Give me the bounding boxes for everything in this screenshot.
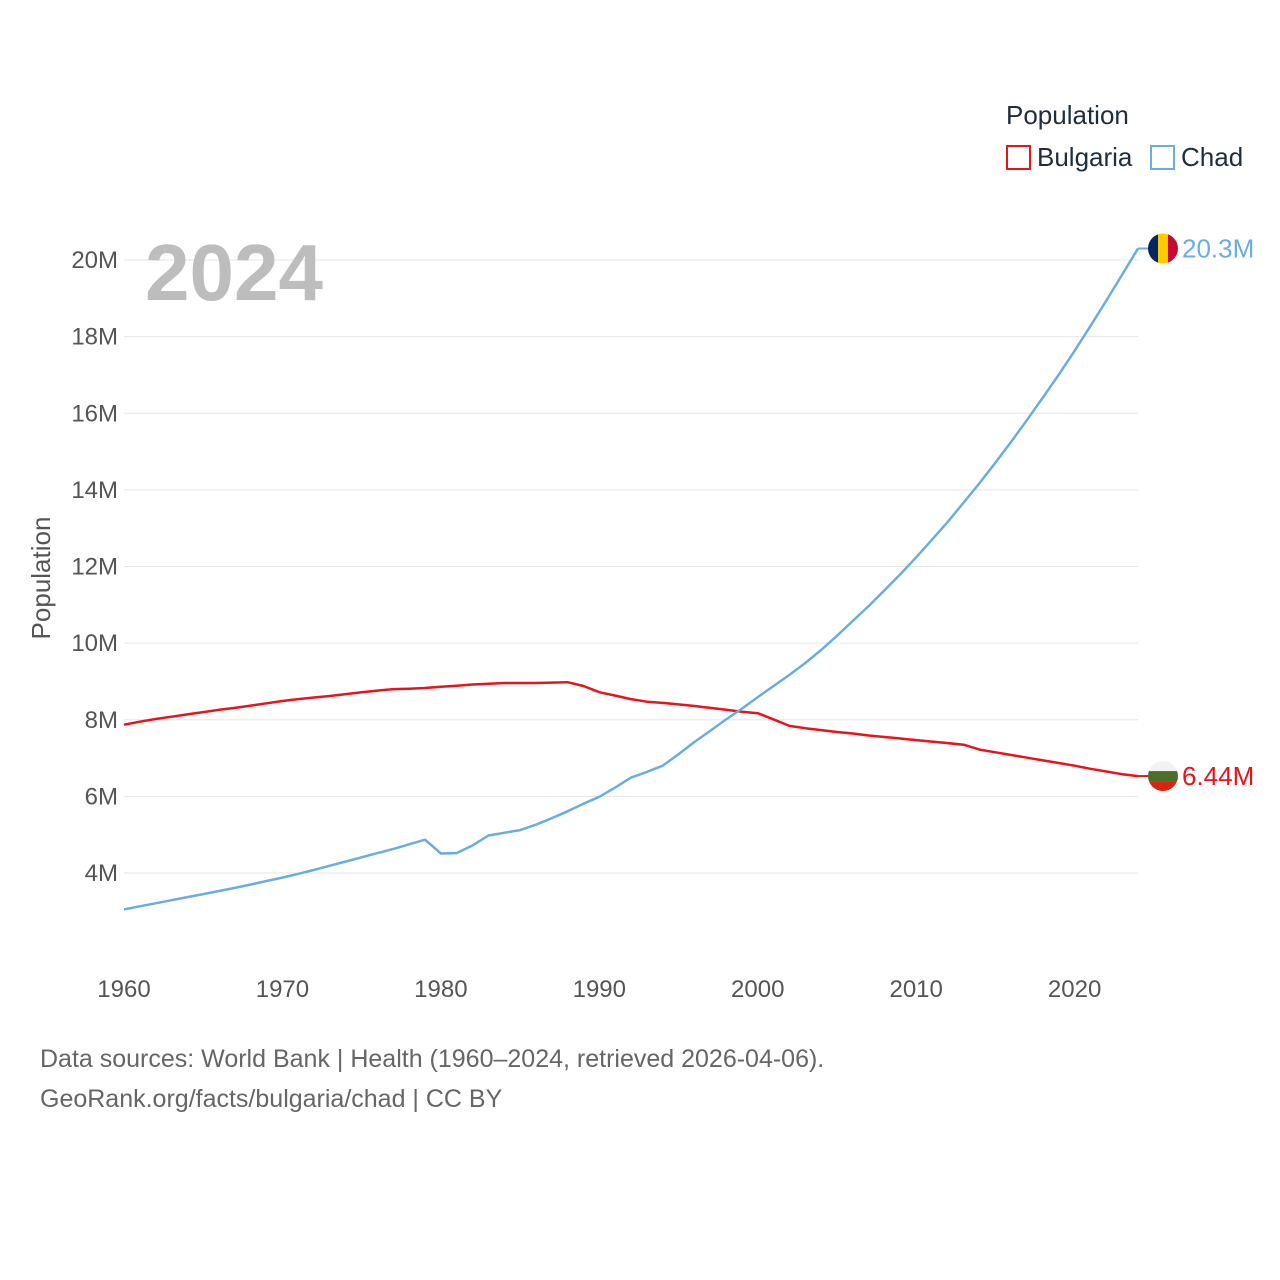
end-markers: 6.44M 20.3M xyxy=(1138,233,1254,792)
series-lines xyxy=(123,247,1140,911)
x-tick-label: 2010 xyxy=(889,976,942,1003)
x-tick-label: 1970 xyxy=(256,976,309,1003)
y-axis-label: Population xyxy=(26,517,56,640)
x-tick-label: 1960 xyxy=(97,976,150,1003)
gridlines xyxy=(124,259,1138,874)
legend: Population Bulgaria Chad xyxy=(1006,100,1243,172)
y-tick-label: 18M xyxy=(71,324,118,351)
legend-swatch-chad xyxy=(1150,145,1175,170)
legend-title: Population xyxy=(1006,100,1129,130)
y-tick-label: 8M xyxy=(85,707,118,734)
end-label-bulgaria: 6.44M xyxy=(1182,761,1254,791)
chad-flag-icon xyxy=(1148,233,1178,264)
series-line-chad xyxy=(123,247,1140,911)
legend-label-chad: Chad xyxy=(1181,142,1243,172)
x-axis-ticks: 1960 1970 1980 1990 2000 2010 2020 xyxy=(97,976,1101,1003)
x-tick-label: 1980 xyxy=(414,976,467,1003)
source-line-1: Data sources: World Bank | Health (1960–… xyxy=(40,1045,825,1073)
x-tick-label: 1990 xyxy=(573,976,626,1003)
y-tick-label: 20M xyxy=(71,247,118,274)
y-tick-label: 10M xyxy=(71,630,118,657)
y-tick-label: 16M xyxy=(71,400,118,427)
y-tick-label: 4M xyxy=(85,860,118,887)
y-tick-label: 6M xyxy=(85,783,118,810)
legend-item-chad[interactable]: Chad xyxy=(1150,142,1243,172)
legend-item-bulgaria[interactable]: Bulgaria xyxy=(1006,142,1133,172)
source-line-2[interactable]: GeoRank.org/facts/bulgaria/chad | CC BY xyxy=(40,1085,503,1113)
x-tick-label: 2000 xyxy=(731,976,784,1003)
end-label-chad: 20.3M xyxy=(1182,234,1254,264)
series-line-bulgaria xyxy=(123,680,1139,778)
current-year-label: 2024 xyxy=(145,228,323,317)
y-tick-label: 12M xyxy=(71,554,118,581)
legend-swatch-bulgaria xyxy=(1006,145,1031,170)
y-tick-label: 14M xyxy=(71,477,118,504)
legend-label-bulgaria: Bulgaria xyxy=(1037,142,1133,172)
x-tick-label: 2020 xyxy=(1048,976,1101,1003)
bulgaria-flag-icon xyxy=(1148,761,1178,792)
y-axis-ticks: 4M 6M 8M 10M 12M 14M 16M 18M 20M xyxy=(71,247,118,887)
